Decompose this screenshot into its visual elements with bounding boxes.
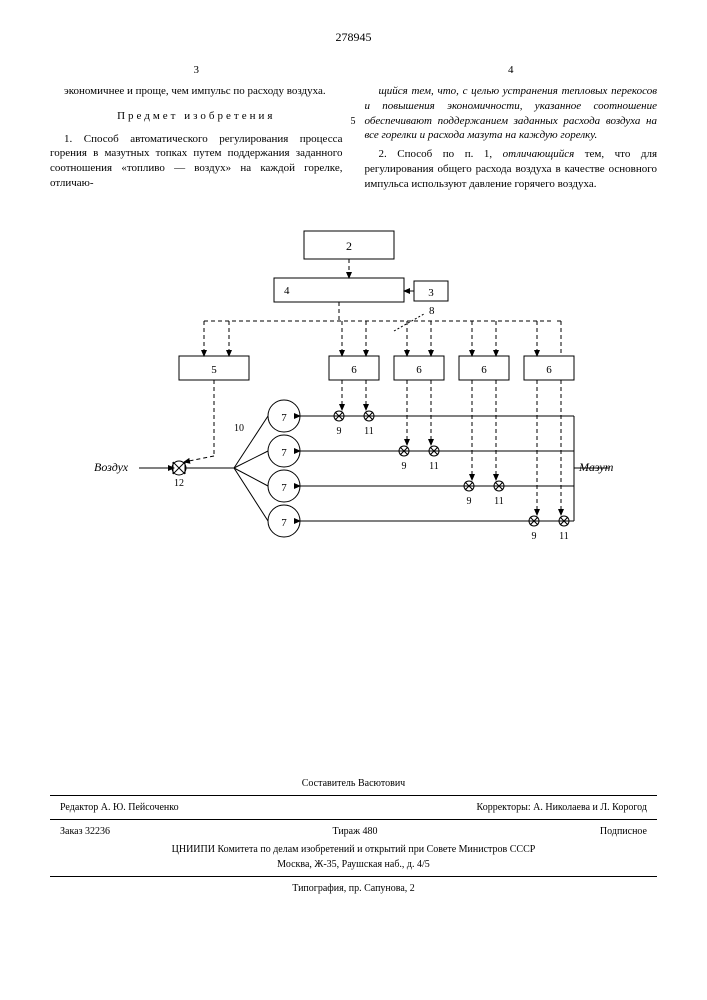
node-9d-label: 9 <box>531 531 536 542</box>
patent-number: 278945 <box>50 30 657 45</box>
node-12-label: 12 <box>174 478 184 489</box>
left-col-num: 3 <box>50 63 343 78</box>
node-6c-label: 6 <box>481 364 487 376</box>
tirazh: Тираж 480 <box>332 824 377 839</box>
node-11b-label: 11 <box>429 461 439 472</box>
intro-para: экономичнее и проще, чем импульс по расх… <box>50 84 343 99</box>
node-11c-label: 11 <box>494 496 504 507</box>
claim2-i: отличающийся <box>503 148 575 160</box>
node-10-label: 10 <box>234 423 244 434</box>
right-column: 4 щийся тем, что, с целью устранения теп… <box>365 63 658 196</box>
schematic-diagram: 2 3 4 5 6 6 6 <box>50 226 657 556</box>
node-9c-label: 9 <box>466 496 471 507</box>
node-7c-label: 7 <box>281 482 287 494</box>
correctors: Корректоры: А. Николаева и Л. Корогод <box>477 800 647 815</box>
node-5-label: 5 <box>211 364 217 376</box>
fuel-label: Мазут <box>578 460 614 474</box>
node-9b-label: 9 <box>401 461 406 472</box>
editor: Редактор А. Ю. Пейсоченко <box>60 800 179 815</box>
podpisnoe: Подписное <box>600 824 647 839</box>
compiler: Составитель Васютович <box>50 776 657 791</box>
node-6a-label: 6 <box>351 364 357 376</box>
node-3-label: 3 <box>428 287 434 299</box>
text-columns: 3 экономичнее и проще, чем импульс по ра… <box>50 63 657 196</box>
claim1-cont-para: щийся тем, что, с целью устранения тепло… <box>365 84 658 143</box>
node-11d-label: 11 <box>559 531 569 542</box>
claim1-text: 1. Способ автоматического регулирования … <box>50 133 343 190</box>
margin-number: 5 <box>351 115 356 129</box>
node-6d-label: 6 <box>546 364 552 376</box>
claim2-a: 2. Способ по п. 1, <box>379 148 503 160</box>
node-8-label: 8 <box>429 305 435 317</box>
claim2-para: 2. Способ по п. 1, отличающийся тем, что… <box>365 147 658 192</box>
air-label: Воздух <box>94 460 129 474</box>
section-title: Предмет изобретения <box>50 109 343 124</box>
footer: Составитель Васютович Редактор А. Ю. Пей… <box>50 776 657 896</box>
node-2-label: 2 <box>346 239 352 253</box>
left-column: 3 экономичнее и проще, чем импульс по ра… <box>50 63 343 196</box>
node-7a-label: 7 <box>281 412 287 424</box>
org: ЦНИИПИ Комитета по делам изобретений и о… <box>50 842 657 857</box>
claim1-para: 1. Способ автоматического регулирования … <box>50 132 343 191</box>
node-11-label: 11 <box>364 426 374 437</box>
node-9-label: 9 <box>336 426 341 437</box>
address: Москва, Ж-35, Раушская наб., д. 4/5 <box>50 857 657 872</box>
node-7d-label: 7 <box>281 517 287 529</box>
right-col-num: 4 <box>365 63 658 78</box>
typography: Типография, пр. Сапунова, 2 <box>50 881 657 896</box>
order: Заказ 32236 <box>60 824 110 839</box>
claim1-cont: щийся тем, что, с целью устранения тепло… <box>365 85 658 142</box>
node-4-label: 4 <box>284 285 290 297</box>
node-6b-label: 6 <box>416 364 422 376</box>
node-7b-label: 7 <box>281 447 287 459</box>
